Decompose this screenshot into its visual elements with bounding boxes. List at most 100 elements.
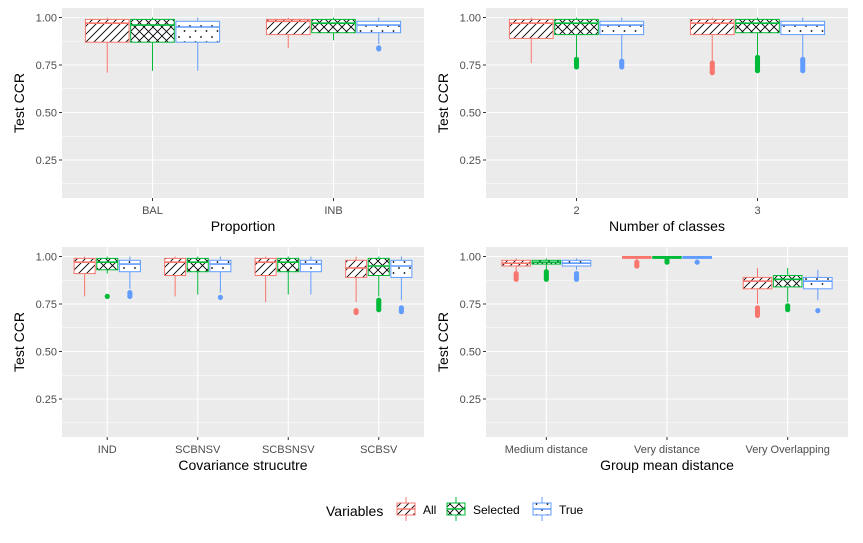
x-tick-label: INB: [324, 205, 342, 217]
outlier-point: [785, 303, 791, 309]
box-selected-1: [130, 17, 175, 71]
box-true-2: [356, 17, 402, 52]
box-body: [130, 18, 175, 43]
box-selected-1: [96, 256, 119, 299]
box-body: [73, 257, 96, 275]
box-body: [356, 20, 402, 34]
y-tick-label: 0.25: [36, 155, 57, 167]
x-axis-title: Covariance strucutre: [178, 457, 307, 473]
box-selected-3: [277, 256, 300, 295]
box-selected-1: [531, 258, 562, 282]
box-selected-1: [554, 17, 599, 70]
box-body: [118, 259, 141, 273]
outlier-point: [573, 271, 580, 277]
y-tick-label: 0.75: [36, 299, 57, 311]
legend-item-selected: Selected: [446, 497, 520, 521]
legend-item-all: All: [396, 497, 436, 521]
legend-label: Selected: [473, 503, 520, 517]
box-true-3: [803, 269, 833, 314]
chart-panel-4: 0.25 0.50 0.75 1.00 Medium distance Very dist…: [435, 247, 848, 473]
outlier-point: [754, 54, 761, 61]
y-axis-title: Test CCR: [11, 73, 27, 133]
y-tick-label: 0.50: [460, 108, 481, 120]
box-body: [772, 275, 803, 288]
box-body: [780, 20, 826, 36]
outlier-point: [127, 290, 133, 296]
x-tick-label: Medium distance: [505, 444, 588, 456]
panel-background: [486, 8, 848, 198]
box-true-2: [209, 256, 232, 300]
box-body: [186, 257, 209, 273]
box-body: [311, 18, 356, 34]
box-true-1: [118, 256, 141, 299]
box-all-2: [689, 17, 735, 76]
box-body: [299, 259, 322, 273]
outlier-point: [800, 56, 806, 62]
outlier-point: [815, 308, 821, 314]
box-body: [84, 18, 130, 43]
outlier-point: [694, 259, 700, 265]
outlier-point: [376, 297, 382, 303]
box-body: [277, 257, 300, 273]
box-true-1: [175, 17, 221, 71]
box-selected-2: [652, 256, 682, 265]
x-tick-label: BAL: [142, 205, 163, 217]
box-body: [735, 18, 780, 34]
box-body: [599, 20, 645, 36]
box-all-1: [508, 17, 554, 64]
y-tick-label: 1.00: [460, 252, 481, 264]
x-tick-label: SCBNSV: [175, 444, 221, 456]
box-true-3: [299, 256, 322, 295]
legend-label: True: [559, 503, 584, 517]
y-tick-label: 0.25: [460, 394, 481, 406]
box-body: [209, 259, 232, 273]
outlier-point: [634, 259, 640, 265]
panel-background: [62, 247, 424, 437]
outlier-point: [573, 56, 580, 62]
box-selected-2: [735, 17, 780, 74]
box-all-1: [73, 256, 96, 297]
chart-panel-2: 0.25 0.50 0.75 1.00 2 3 Number of classes Test …: [435, 8, 848, 234]
y-tick-label: 0.75: [460, 60, 481, 72]
outlier-point: [709, 60, 715, 66]
outlier-point: [619, 58, 625, 64]
box-body: [803, 276, 833, 290]
box-all-1: [501, 258, 531, 282]
outlier-point: [398, 305, 404, 311]
x-axis-title: Proportion: [211, 218, 276, 234]
box-all-4: [345, 256, 368, 316]
box-true-4: [390, 256, 413, 315]
box-true-1: [599, 17, 645, 70]
y-tick-label: 0.75: [36, 60, 57, 72]
y-tick-label: 0.50: [460, 347, 481, 359]
outlier-point: [353, 308, 359, 314]
y-tick-label: 1.00: [36, 252, 57, 264]
outlier-point: [217, 294, 223, 300]
box-body: [96, 257, 119, 271]
legend-item-true: True: [532, 497, 584, 521]
box-selected-4: [367, 256, 390, 313]
box-body: [367, 257, 390, 276]
legend-title: Variables: [326, 503, 383, 519]
y-tick-label: 0.75: [460, 299, 481, 311]
box-all-2: [265, 17, 311, 48]
outlier-point: [376, 45, 382, 51]
y-axis-title: Test CCR: [11, 312, 27, 372]
box-body: [345, 259, 368, 278]
y-axis-title: Test CCR: [435, 73, 451, 133]
x-tick-label: Very Overlapping: [745, 444, 829, 456]
box-all-2: [164, 256, 187, 297]
chart-panel-1: 0.25 0.50 0.75 1.00 BAL INB Proportion Test CCR: [11, 8, 424, 234]
box-selected-3: [772, 267, 803, 313]
box-selected-2: [186, 256, 209, 295]
outlier-point: [104, 293, 110, 299]
legend: Variables All Selected True: [326, 497, 584, 521]
y-tick-label: 1.00: [36, 13, 57, 25]
box-body: [742, 276, 773, 290]
box-true-1: [561, 258, 592, 282]
x-axis-title: Number of classes: [609, 218, 725, 234]
box-body: [175, 20, 221, 43]
box-all-2: [622, 256, 652, 269]
box-body: [554, 18, 599, 36]
